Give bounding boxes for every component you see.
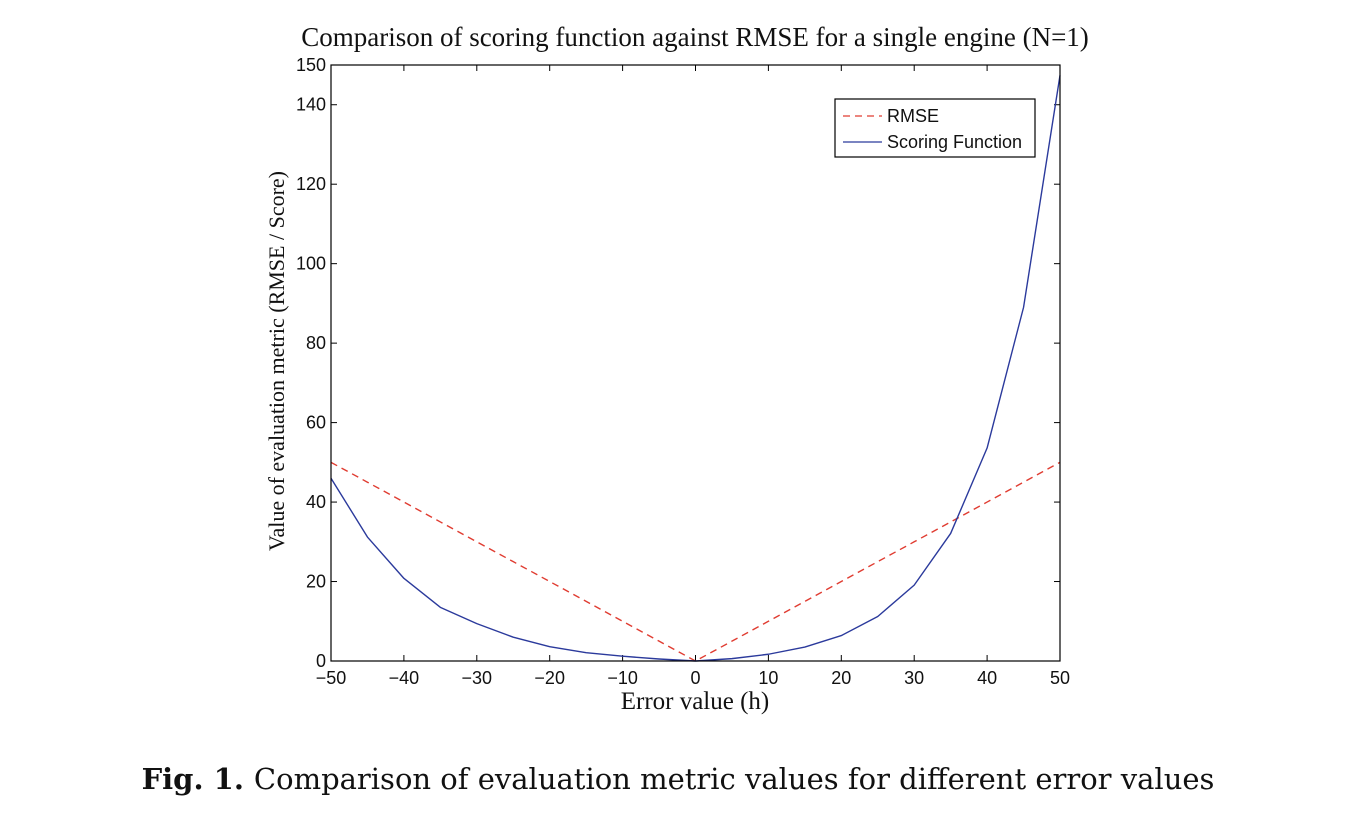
y-tick-label: 120 <box>296 174 326 194</box>
x-tick-label: 10 <box>758 668 778 688</box>
y-tick-label: 20 <box>306 572 326 592</box>
y-tick-label: 40 <box>306 492 326 512</box>
plot-frame <box>330 64 1061 662</box>
x-tick-label: −10 <box>607 668 638 688</box>
figure-label: Fig. 1. <box>141 762 244 796</box>
series-line-scoring-function <box>330 75 1061 662</box>
legend-label-scoring-function: Scoring Function <box>887 132 1022 152</box>
legend: RMSE Scoring Function <box>834 98 1036 158</box>
y-tick-label: 150 <box>296 55 326 75</box>
x-tick-label: −40 <box>389 668 420 688</box>
y-tick-label: 100 <box>296 254 326 274</box>
legend-label-rmse: RMSE <box>887 106 939 126</box>
x-tick-label: 20 <box>831 668 851 688</box>
chart-title: Comparison of scoring function against R… <box>301 22 1089 52</box>
y-tick-label: 60 <box>306 413 326 433</box>
x-tick-label: −30 <box>462 668 493 688</box>
figure-caption: Fig. 1. Comparison of evaluation metric v… <box>0 762 1356 796</box>
y-axis-label: Value of evaluation metric (RMSE / Score… <box>264 171 289 551</box>
chart: Comparison of scoring function against R… <box>264 22 1089 715</box>
x-tick-label: 40 <box>977 668 997 688</box>
x-tick-label: 0 <box>690 668 700 688</box>
y-tick-label: 80 <box>306 333 326 353</box>
y-tick-label: 140 <box>296 95 326 115</box>
x-axis-label: Error value (h) <box>621 688 770 715</box>
x-tick-label: 30 <box>904 668 924 688</box>
legend-box <box>834 98 1036 158</box>
series-line-rmse <box>330 461 1061 662</box>
y-tick-label: 0 <box>316 651 326 671</box>
x-tick-label: 50 <box>1050 668 1070 688</box>
x-tick-label: −50 <box>316 668 347 688</box>
x-tick-label: −20 <box>534 668 565 688</box>
figure-caption-text: Comparison of evaluation metric values f… <box>253 762 1215 796</box>
